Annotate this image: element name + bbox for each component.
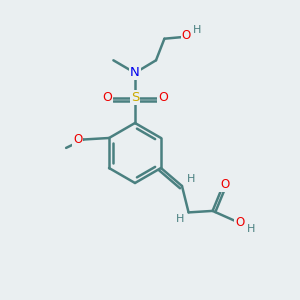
Text: S: S bbox=[131, 91, 139, 104]
Text: H: H bbox=[247, 224, 255, 234]
Text: H: H bbox=[193, 25, 202, 35]
Text: O: O bbox=[73, 133, 82, 146]
Text: O: O bbox=[182, 29, 191, 42]
Text: O: O bbox=[235, 215, 244, 229]
Text: H: H bbox=[176, 214, 184, 224]
Text: O: O bbox=[220, 178, 229, 191]
Text: N: N bbox=[130, 66, 140, 80]
Text: O: O bbox=[102, 91, 112, 104]
Text: O: O bbox=[158, 91, 168, 104]
Text: H: H bbox=[187, 174, 195, 184]
